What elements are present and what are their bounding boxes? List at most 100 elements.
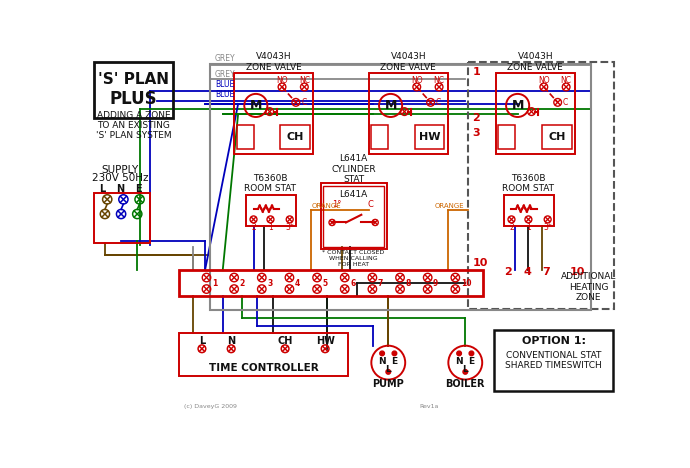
Bar (498, 125, 515, 148)
Text: L: L (386, 365, 391, 374)
Bar (496, 73, 575, 154)
Text: C: C (302, 98, 306, 107)
Bar (179, 270, 483, 296)
Bar (280, 125, 310, 148)
Bar (94, 62, 172, 118)
Text: ORANGE: ORANGE (312, 203, 342, 209)
Text: C: C (436, 98, 442, 107)
Text: GREY: GREY (215, 54, 236, 63)
Bar (542, 125, 571, 148)
Text: GREY: GREY (215, 70, 236, 79)
Text: E: E (469, 357, 475, 366)
Text: NO: NO (411, 76, 422, 85)
Text: M: M (384, 99, 397, 112)
Text: 230V 50Hz: 230V 50Hz (92, 173, 148, 183)
Bar (321, 183, 386, 249)
Circle shape (386, 370, 391, 374)
Text: L: L (99, 183, 105, 194)
Text: CONVENTIONAL STAT
SHARED TIMESWITCH: CONVENTIONAL STAT SHARED TIMESWITCH (506, 351, 602, 370)
Text: 7: 7 (542, 267, 550, 277)
Text: 6: 6 (350, 279, 355, 288)
Text: OPTION 1:: OPTION 1: (522, 336, 586, 346)
Text: * CONTACT CLOSED
WHEN CALLING
FOR HEAT: * CONTACT CLOSED WHEN CALLING FOR HEAT (322, 250, 385, 267)
Bar (94, 193, 150, 243)
Text: 4: 4 (523, 267, 531, 277)
Bar (237, 125, 253, 148)
Bar (179, 333, 348, 376)
Text: BLUE: BLUE (215, 80, 235, 89)
Text: NO: NO (276, 76, 288, 85)
Text: 3*: 3* (543, 223, 552, 232)
Text: 3: 3 (267, 279, 273, 288)
Bar (246, 195, 296, 226)
Text: CH: CH (549, 132, 566, 142)
Text: 1: 1 (212, 279, 217, 288)
Text: 2: 2 (504, 267, 511, 277)
Bar (415, 125, 444, 148)
Text: 1: 1 (526, 223, 531, 232)
Text: TIME CONTROLLER: TIME CONTROLLER (208, 363, 318, 373)
Text: V4043H
ZONE VALVE: V4043H ZONE VALVE (246, 52, 302, 72)
Text: V4043H
ZONE VALVE: V4043H ZONE VALVE (507, 52, 563, 72)
Text: 7: 7 (378, 279, 383, 288)
Text: ADDITIONAL
HEATING
ZONE: ADDITIONAL HEATING ZONE (561, 272, 616, 302)
Text: CH: CH (277, 336, 293, 346)
Text: L641A
CYLINDER
STAT: L641A CYLINDER STAT (331, 154, 376, 184)
Text: PUMP: PUMP (373, 379, 404, 389)
Text: 3*: 3* (286, 223, 294, 232)
Text: 2: 2 (251, 223, 256, 232)
Text: 10: 10 (569, 267, 584, 277)
Text: NO: NO (538, 76, 550, 85)
Text: M: M (250, 99, 262, 112)
Circle shape (463, 370, 468, 374)
Text: 10: 10 (461, 279, 471, 288)
Circle shape (392, 351, 397, 356)
Text: ADDING A ZONE
TO AN EXISTING
'S' PLAN SYSTEM: ADDING A ZONE TO AN EXISTING 'S' PLAN SY… (96, 110, 171, 140)
Text: 1°: 1° (332, 200, 342, 209)
Text: NC: NC (299, 76, 310, 85)
Text: 9: 9 (433, 279, 438, 288)
Text: 1: 1 (268, 223, 273, 232)
Text: L: L (199, 336, 205, 346)
Bar (468, 62, 614, 309)
Text: N: N (116, 183, 124, 194)
Bar (504, 195, 554, 226)
Text: T6360B
ROOM STAT: T6360B ROOM STAT (502, 174, 555, 193)
Bar (494, 329, 613, 391)
Text: CH: CH (286, 132, 304, 142)
Bar (371, 125, 388, 148)
Circle shape (380, 351, 384, 356)
Text: N: N (227, 336, 235, 346)
Circle shape (457, 351, 462, 356)
Bar (369, 73, 448, 154)
Text: 4: 4 (295, 279, 300, 288)
Bar (323, 185, 384, 247)
Text: SUPPLY: SUPPLY (101, 165, 139, 175)
Text: E: E (135, 183, 142, 194)
Text: T6360B
ROOM STAT: T6360B ROOM STAT (244, 174, 297, 193)
Text: HW: HW (316, 336, 335, 346)
Text: ORANGE: ORANGE (435, 203, 464, 209)
Text: BLUE: BLUE (215, 89, 235, 98)
Text: L641A: L641A (339, 190, 368, 198)
Text: Rev1a: Rev1a (419, 404, 438, 409)
Bar (210, 64, 591, 310)
Text: NC: NC (561, 76, 571, 85)
Text: 8: 8 (406, 279, 411, 288)
Text: HW: HW (419, 132, 441, 142)
Bar (235, 73, 313, 154)
Text: 5: 5 (322, 279, 328, 288)
Circle shape (469, 351, 474, 356)
Text: 1: 1 (472, 66, 480, 77)
Text: 'S' PLAN: 'S' PLAN (98, 72, 169, 87)
Text: N: N (455, 357, 463, 366)
Text: NC: NC (433, 76, 444, 85)
Text: PLUS: PLUS (110, 89, 157, 108)
Text: 2: 2 (239, 279, 245, 288)
Text: BOILER: BOILER (446, 379, 485, 389)
Text: V4043H
ZONE VALVE: V4043H ZONE VALVE (380, 52, 436, 72)
Text: 2: 2 (509, 223, 514, 232)
Text: E: E (391, 357, 397, 366)
Text: 10: 10 (472, 257, 488, 268)
Text: C: C (563, 98, 569, 107)
